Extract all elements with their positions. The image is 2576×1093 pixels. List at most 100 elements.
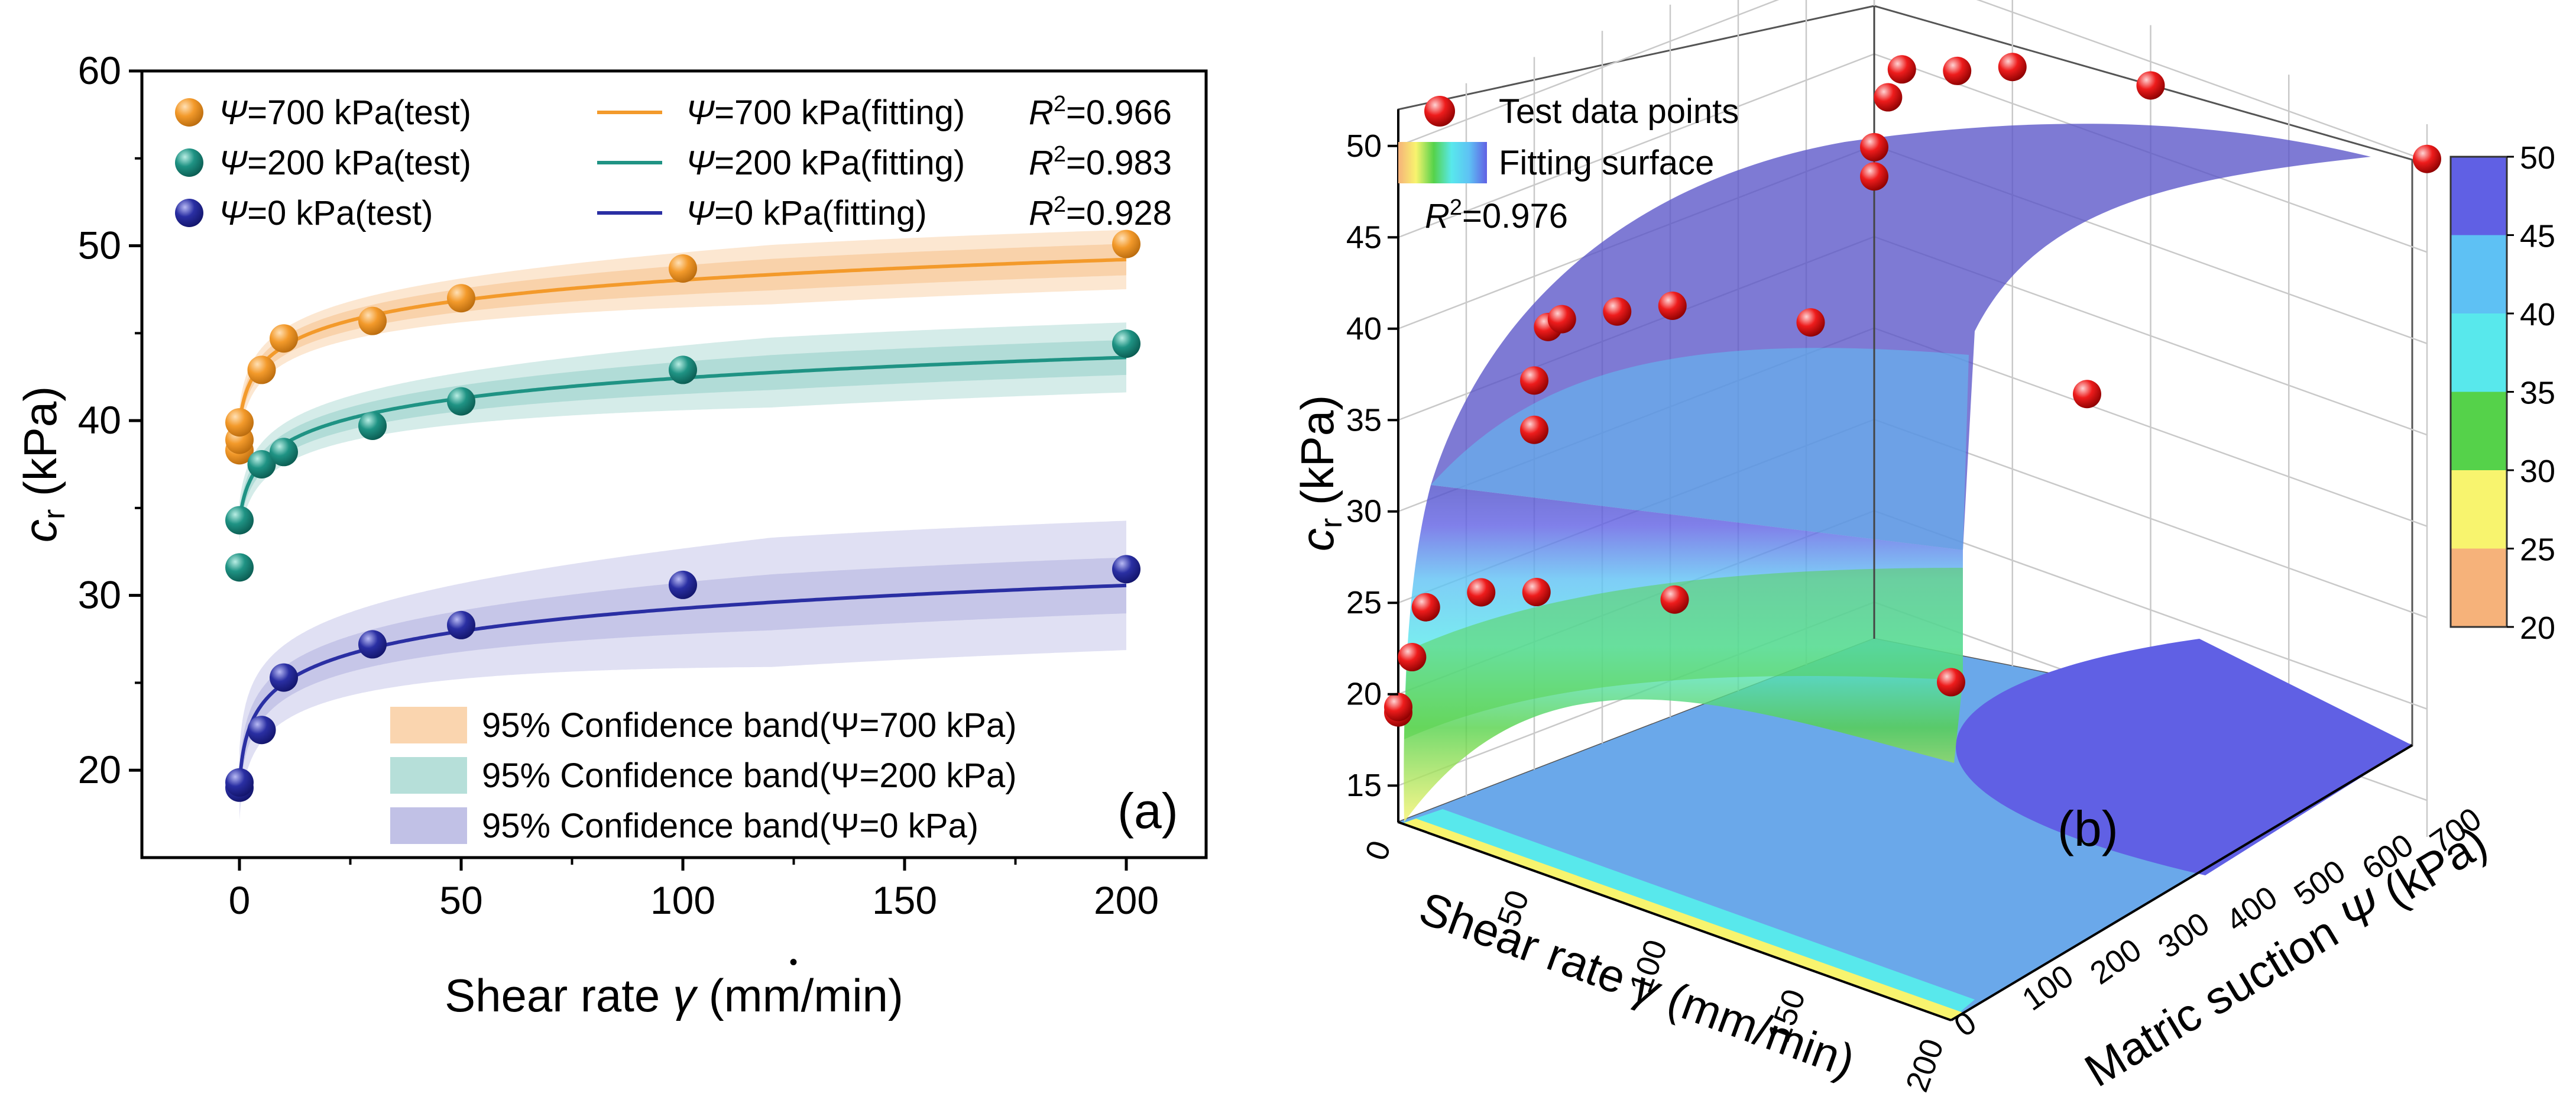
fit-curve-2 bbox=[238, 583, 1127, 785]
colorbar-label-0: 20 bbox=[2520, 610, 2555, 646]
test-point-1-4 bbox=[358, 411, 387, 440]
svg-text:R2=0.966: R2=0.966 bbox=[1029, 92, 1172, 132]
colorbar-label-3: 35 bbox=[2520, 376, 2555, 411]
test-data-point-23 bbox=[2413, 144, 2441, 173]
r2-0-prefix: R bbox=[1029, 194, 1054, 232]
legend-fit-200-label: =200 kPa(fitting) bbox=[714, 144, 965, 182]
test-point-0-6 bbox=[447, 284, 475, 313]
y3d-tick-label-3: 300 bbox=[2151, 906, 2215, 965]
x-axis-title: Shear rate γ (mm/min) bbox=[445, 969, 903, 1021]
r2-3d-value: =0.976 bbox=[1462, 197, 1568, 235]
svg-text:Ψ=700 kPa(test): Ψ=700 kPa(test) bbox=[219, 93, 471, 132]
colorbar-label-6: 50 bbox=[2520, 140, 2555, 176]
test-data-point-19 bbox=[1887, 55, 1916, 84]
z-tick-label-3: 30 bbox=[1346, 494, 1382, 529]
colorbar-level-5 bbox=[2451, 157, 2507, 235]
test-point-0-7 bbox=[669, 254, 697, 283]
floor-contour-yellow bbox=[1401, 819, 1963, 1020]
test-point-2-6 bbox=[669, 570, 697, 599]
r2-700-sup: 2 bbox=[1054, 92, 1066, 117]
colorbar: 20 25 30 35 40 45 50 bbox=[2449, 140, 2555, 646]
test-data-point-22 bbox=[2136, 71, 2165, 100]
band-outer-1 bbox=[239, 322, 1126, 541]
colorbar-label-4: 40 bbox=[2520, 297, 2555, 332]
band-label-200: 95% Confidence band(Ψ=200 kPa) bbox=[482, 756, 1017, 795]
y-tick-label-1: 30 bbox=[78, 573, 121, 617]
colorbar-level-4 bbox=[2451, 235, 2507, 313]
colorbar-label-5: 45 bbox=[2520, 219, 2555, 254]
z-tick-label-1: 20 bbox=[1346, 677, 1382, 712]
test-data-point-9 bbox=[1520, 366, 1548, 395]
test-point-0-8 bbox=[1112, 229, 1140, 258]
panel-label-a: (a) bbox=[1117, 783, 1178, 839]
legend-surface-label: Fitting surface bbox=[1499, 144, 1714, 182]
test-points bbox=[225, 229, 1140, 802]
colorbar-label-2: 30 bbox=[2520, 454, 2555, 489]
x-axis-title-main: Shear rate bbox=[445, 969, 673, 1021]
colorbar-label-1: 25 bbox=[2520, 532, 2555, 568]
legend-fit-700-label: =700 kPa(fitting) bbox=[714, 93, 965, 132]
y3d-tick-label-4: 400 bbox=[2219, 879, 2283, 939]
legend-marker-200 bbox=[175, 148, 203, 177]
y-tick-label-0: 20 bbox=[78, 748, 121, 791]
legend-fit-700: Ψ=700 kPa(fitting) R2=0.966 bbox=[597, 92, 1172, 132]
x-axis-title-symbol: γ bbox=[673, 969, 698, 1021]
test-point-0-2 bbox=[225, 408, 254, 437]
y-axis-title: cr (kPa) bbox=[14, 386, 72, 542]
z-tick-label-4: 35 bbox=[1346, 402, 1382, 438]
y-axis-title-main: c bbox=[14, 519, 66, 542]
r2-3d-prefix: R bbox=[1425, 197, 1450, 235]
svg-text:Ψ=0 kPa(fitting): Ψ=0 kPa(fitting) bbox=[686, 194, 927, 232]
y3d-axis-title-main: Matric suction bbox=[2076, 899, 2357, 1093]
test-point-1-3 bbox=[270, 438, 298, 467]
test-data-point-13 bbox=[1658, 291, 1687, 320]
fitting-surface-mid bbox=[1431, 348, 1969, 550]
test-point-1-5 bbox=[447, 387, 475, 416]
legend-points-label: Test data points bbox=[1499, 92, 1739, 131]
x-tick-label-1: 50 bbox=[439, 878, 482, 922]
r2-200-sup: 2 bbox=[1054, 142, 1066, 167]
z-tick-label-2: 25 bbox=[1346, 585, 1382, 620]
r2-3d-sup: 2 bbox=[1450, 195, 1462, 220]
band-outer-0 bbox=[239, 229, 1126, 440]
test-data-point-20 bbox=[1943, 56, 1972, 85]
x-axis-title-unit: (mm/min) bbox=[696, 969, 903, 1021]
test-data-point-7 bbox=[1937, 668, 1965, 697]
x-tick-label-0: 0 bbox=[229, 878, 251, 922]
test-data-point-3 bbox=[1411, 593, 1440, 622]
floor-contour-blue bbox=[1956, 639, 2412, 875]
r2-200-prefix: R bbox=[1029, 144, 1054, 182]
test-point-2-5 bbox=[447, 610, 475, 639]
test-data-point-4 bbox=[1467, 578, 1496, 607]
y-axis-title-unit: (kPa) bbox=[14, 386, 66, 509]
colorbar-level-2 bbox=[2451, 392, 2507, 470]
test-point-1-2 bbox=[247, 450, 276, 478]
y-tick-label-2: 40 bbox=[78, 398, 121, 442]
test-point-1-0 bbox=[225, 553, 254, 582]
r2-700-prefix: R bbox=[1029, 93, 1054, 132]
panel-a: 0 50 100 150 200 20 30 40 50 60 Shear rate γ (mm/… bbox=[14, 48, 1208, 1021]
legend-red-marker bbox=[1424, 96, 1455, 127]
test-data-point-17 bbox=[1860, 132, 1888, 161]
y-axis-title-sub: r bbox=[37, 509, 72, 519]
x-tick-label-4: 200 bbox=[1094, 878, 1159, 922]
test-point-1-6 bbox=[669, 355, 697, 384]
test-data-point-16 bbox=[1860, 162, 1888, 191]
svg-text:Ψ=0 kPa(test): Ψ=0 kPa(test) bbox=[219, 194, 433, 232]
z-axis-title: cr (kPa) bbox=[1291, 395, 1349, 551]
legend-test-700-psi: Ψ bbox=[219, 93, 248, 132]
svg-text:R2=0.983: R2=0.983 bbox=[1029, 142, 1172, 182]
band-label-700: 95% Confidence band(Ψ=700 kPa) bbox=[482, 706, 1017, 745]
legend-fit-200: Ψ=200 kPa(fitting) R2=0.983 bbox=[597, 142, 1172, 182]
x-tick-label-2: 100 bbox=[650, 878, 715, 922]
panel-label-b: (b) bbox=[2057, 801, 2118, 856]
test-point-0-3 bbox=[247, 355, 276, 384]
band-label-0: 95% Confidence band(Ψ=0 kPa) bbox=[482, 807, 978, 845]
test-data-point-14 bbox=[1796, 308, 1825, 337]
test-point-2-4 bbox=[358, 630, 387, 659]
test-point-2-1 bbox=[225, 768, 254, 797]
legend-fit-0-psi: Ψ bbox=[686, 194, 715, 232]
legend: Ψ=700 kPa(test) Ψ=200 kPa(test) Ψ=0 kPa(… bbox=[175, 92, 1172, 232]
colorbar-level-1 bbox=[2451, 470, 2507, 549]
